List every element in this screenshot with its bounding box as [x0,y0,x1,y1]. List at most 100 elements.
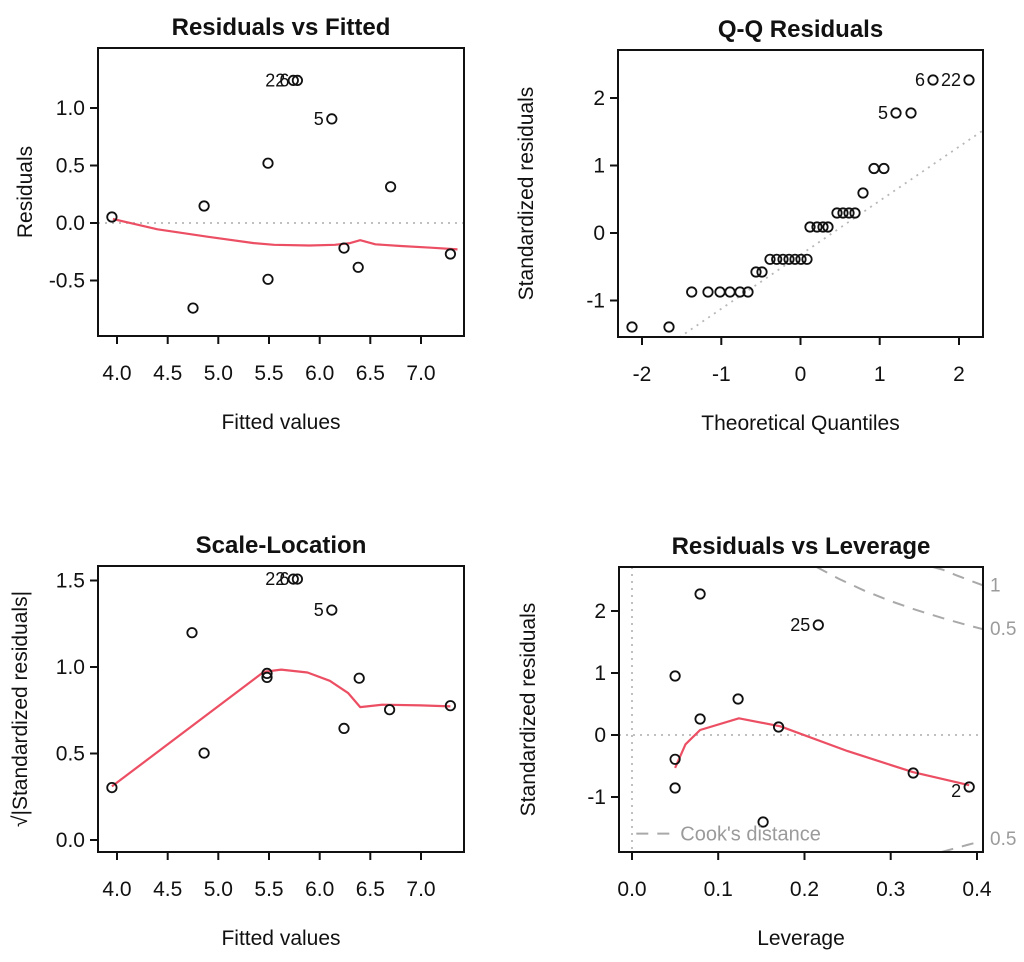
point-label: 6 [915,70,925,90]
data-point [905,107,917,119]
point-label: 22 [941,70,961,90]
data-point [843,207,855,219]
x-tick-label: 7.0 [406,878,435,901]
plot-box [617,49,984,338]
data-point [326,604,338,616]
data-point [694,713,706,725]
contour-label: 0.5 [990,619,1016,640]
data-point [106,211,118,223]
data-point [384,181,397,193]
data-point [353,672,365,684]
data-point [352,261,364,273]
plot-box [97,47,465,337]
data-point [686,286,698,298]
data-point [801,253,813,265]
data-point [742,286,754,298]
x-tick-label: 1 [874,363,886,386]
data-point [669,753,681,765]
data-point [338,242,350,254]
y-tick-label: 0 [594,724,606,747]
x-tick-label: 0.0 [617,878,646,901]
x-tick-label: 2 [953,363,965,386]
y-tick-label: 1 [594,662,606,685]
y-tick-label: 0.5 [56,155,85,178]
data-point [756,266,768,278]
panel-title: Scale-Location [196,532,367,559]
y-tick-label: 1.5 [56,570,85,593]
cooks-distance-contour [816,566,984,631]
smoother-line [674,717,970,787]
x-tick-label: 6.5 [356,878,385,901]
data-point [198,200,210,212]
data-point [326,113,338,125]
data-point [734,286,746,298]
data-point [198,747,210,759]
data-point [663,321,675,333]
cooks-distance-contour [932,566,984,587]
panel-residuals-vs-fitted: 4.0 4.5 5.0 5.5 6.0 6.5 7.0 -0.5 0.0 0.5 1.0 226 5 Re… [14,14,465,434]
cooks-distance-contour [941,839,984,853]
data-point [789,253,801,265]
data-point [831,207,843,219]
data-point [261,671,273,684]
x-tick-label: -1 [712,363,731,386]
data-point [724,286,736,298]
y-tick-label: 0.5 [56,743,85,766]
data-point [804,221,816,233]
data-point [963,781,975,793]
data-point [626,321,638,333]
data-point [812,619,824,631]
data-point [669,670,681,682]
data-point [261,667,273,680]
panel-title: Residuals vs Leverage [672,533,931,560]
smoother-line [112,217,458,251]
x-axis-label: Theoretical Quantiles [701,412,899,435]
point-label: 5 [314,600,324,620]
point-label: 5 [314,109,324,129]
data-point [890,107,902,119]
legend-label: Cook's distance [680,824,821,846]
y-axis-label: Residuals [14,146,37,238]
point-label: 22 [265,569,285,589]
x-tick-label: 5.5 [254,362,283,385]
panel-qq-residuals: -2 -1 0 1 2 -1 0 1 2 6 22 5 Q-Q Residuals Theoretical… [515,16,984,435]
contour-label: 1 [990,575,1001,596]
data-point [702,286,714,298]
x-tick-label: 6.0 [305,878,334,901]
point-label: 5 [878,103,888,123]
panel-residuals-vs-leverage: 0.0 0.1 0.2 0.3 0.4 -1 0 1 2 25 2 1 0.5 0.5 Cook's dis… [517,533,1016,950]
data-point [811,221,823,233]
y-tick-label: 1.0 [56,656,85,679]
x-tick-label: 6.0 [305,362,334,385]
data-point [669,782,681,794]
y-axis-label: Standardized residuals [515,87,538,301]
data-point [771,253,783,265]
plot-box [618,566,984,853]
point-label: 6 [279,569,289,589]
data-point [772,721,785,733]
data-point [849,207,861,219]
data-point [837,207,849,219]
data-point [186,627,198,639]
data-point [444,248,456,260]
y-tick-label: -1 [586,290,605,313]
x-tick-label: -2 [633,363,652,386]
y-tick-label: 2 [593,87,605,110]
panel-scale-location: 4.0 4.5 5.0 5.5 6.0 6.5 7.0 0.0 0.5 1.0 1.5 226 5 Sca… [9,532,465,950]
data-point [817,221,829,233]
x-tick-label: 4.5 [153,878,182,901]
x-tick-label: 4.0 [102,362,131,385]
data-point [857,187,869,199]
contour-label: 0.5 [990,829,1016,850]
y-axis-label: Standardized residuals [517,603,540,817]
y-tick-label: -1 [587,786,606,809]
y-axis-label: √|Standardized residuals| [9,591,32,827]
data-point [750,266,762,278]
qq-reference-line [678,129,984,339]
y-tick-label: 0 [593,222,605,245]
y-tick-label: 1 [593,155,605,178]
data-point [878,162,890,175]
x-axis-label: Fitted values [221,927,340,950]
x-tick-label: 0.3 [876,878,905,901]
